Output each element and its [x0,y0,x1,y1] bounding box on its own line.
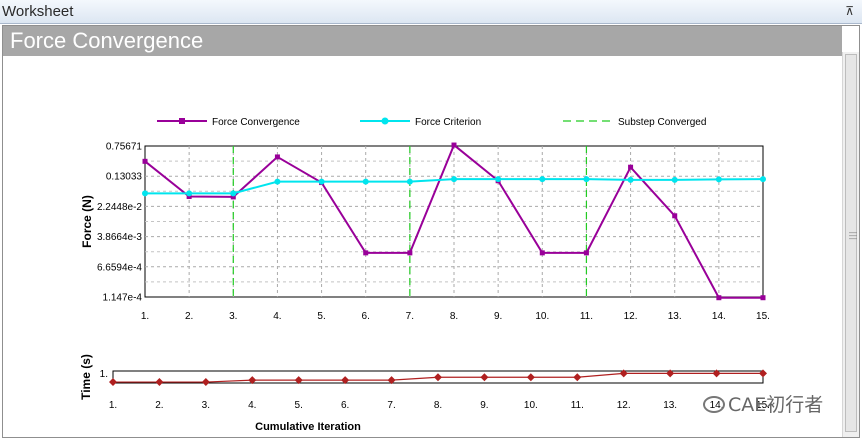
force-x-tick-label: 12. [624,311,638,322]
time-x-tick-label: 8. [434,400,442,411]
force-convergence-point [672,213,678,219]
force-x-tick-label: 11. [580,311,593,322]
page-title: Force Convergence [10,28,204,53]
time-y-axis-title: Time (s) [79,354,93,400]
force-convergence-point [407,250,413,256]
vertical-scrollbar[interactable]: — — — [842,52,859,437]
force-criterion-point [627,176,634,183]
force-convergence-point [539,250,545,256]
worksheet-header: Force Convergence [3,26,842,56]
force-criterion-point [451,176,457,183]
scrollbar-grip-icon: — — — [849,228,857,243]
time-series-point [758,369,768,378]
watermark: CAE初行者 [703,390,823,417]
scrollbar-thumb[interactable]: — — — [845,54,857,432]
time-x-tick-label: 11. [571,400,584,411]
pin-icon[interactable]: ⊼ [845,4,854,18]
time-x-tick-label: 2. [155,400,163,411]
time-series-point [248,376,257,385]
force-convergence-point [628,164,634,170]
force-x-tick-label: 8. [450,311,458,322]
force-x-tick-label: 9. [494,311,502,322]
force-convergence-chart: 0.75671 0.13033 2.2448e-2 3.8664e-3 6.6594e-… [79,117,770,433]
time-x-tick-label: 9. [480,400,488,411]
force-convergence-point [451,142,457,148]
force-criterion-point [539,176,546,183]
legend-force-convergence-marker [179,118,185,124]
time-series-point [526,373,535,382]
force-x-tick-label: 4. [273,311,281,322]
force-y-tick-label: 0.75671 [106,142,143,153]
legend-force-criterion-label: Force Criterion [415,117,481,128]
force-criterion-point [406,178,413,185]
force-y-tick-label: 3.8664e-3 [97,232,142,243]
time-y-tick-label: 1. [100,369,108,380]
force-y-tick-label: 0.13033 [106,172,143,183]
force-x-tick-label: 15. [756,311,770,322]
time-series-point [666,369,675,378]
time-x-tick-label: 4. [248,400,256,411]
force-y-tick-label: 2.2448e-2 [97,202,142,213]
force-convergence-point [230,194,236,200]
force-criterion-point [318,178,325,185]
force-criterion-point [760,176,766,183]
force-criterion-point [274,178,281,185]
force-convergence-point [716,295,722,301]
time-series-point [480,373,489,382]
time-series-point [341,376,350,385]
x-axis-title: Cumulative Iteration [255,421,361,433]
time-series-point [108,378,118,387]
force-y-axis-title: Force (N) [80,195,94,248]
force-y-tick-label: 1.147e-4 [103,293,143,304]
force-x-tick-label: 2. [185,311,193,322]
wechat-icon [703,396,725,413]
force-criterion-point [186,190,193,197]
time-series-point [387,376,396,385]
legend-substep-converged-label: Substep Converged [618,117,706,128]
legend-force-criterion-marker [381,117,389,125]
legend-force-convergence-label: Force Convergence [212,117,300,128]
time-series-point [155,378,164,387]
time-series-point [433,373,443,382]
force-criterion-point [583,176,590,183]
force-criterion-point [230,190,237,197]
force-x-tick-label: 10. [535,311,549,322]
force-convergence-point [274,154,280,160]
force-y-tick-label: 6.6594e-4 [97,262,142,273]
force-x-tick-label: 5. [317,311,325,322]
force-convergence-point [760,295,766,301]
force-x-tick-label: 3. [229,311,237,322]
time-x-tick-label: 5. [295,400,303,411]
time-series-point [712,369,721,378]
force-x-tick-label: 14. [712,311,726,322]
force-x-tick-label: 7. [406,311,414,322]
time-series-point [294,376,303,385]
force-x-tick-label: 1. [141,311,149,322]
window-title: Worksheet [2,3,74,20]
time-series-point [619,369,628,378]
force-criterion-point [495,176,502,183]
time-x-tick-label: 12. [617,400,631,411]
force-criterion-point [142,190,148,197]
force-criterion-point [715,176,722,183]
force-convergence-point [142,158,148,164]
time-x-tick-label: 15. [756,400,770,411]
force-convergence-point [186,193,192,199]
force-criterion-point [671,176,678,183]
force-x-tick-label: 6. [362,311,370,322]
time-x-tick-label: 13. [663,400,677,411]
time-x-tick-label: 10. [524,400,538,411]
time-series-point [573,373,582,382]
force-x-tick-label: 13. [668,311,682,322]
time-x-tick-label: 6. [341,400,349,411]
force-convergence-point [583,250,589,256]
time-x-tick-label: 7. [387,400,395,411]
force-criterion-point [362,178,369,185]
watermark-text: CAE初行者 [728,394,824,416]
window-titlebar: Worksheet ⊼ [0,0,862,24]
time-x-tick-label: 3. [202,400,210,411]
time-series-point [201,378,210,387]
force-convergence-point [363,250,369,256]
time-x-tick-label: 1. [109,400,117,411]
